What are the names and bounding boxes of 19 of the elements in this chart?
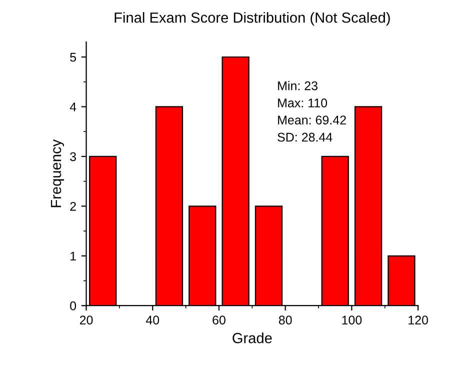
- x-tick-label: 100: [342, 316, 362, 325]
- x-tick-label: 40: [146, 316, 160, 325]
- x-axis-title: Grade: [232, 332, 272, 344]
- x-tick-label: 60: [212, 316, 226, 325]
- chart-title: Final Exam Score Distribution (Not Scaled): [114, 12, 390, 26]
- y-tick-label: 2: [70, 202, 76, 211]
- annotation: Mean: 69.42: [278, 116, 346, 124]
- y-tick-label: 1: [70, 252, 76, 260]
- annotation: SD: 28.44: [278, 132, 332, 142]
- x-tick-label: 80: [278, 316, 292, 325]
- y-tick-label: 5: [70, 52, 76, 62]
- y-tick-label: 4: [70, 102, 76, 112]
- y-axis-title: Frequency: [50, 139, 64, 208]
- annotation: Min: 23: [278, 81, 318, 90]
- y-tick-label: 0: [70, 301, 76, 310]
- x-tick-label: 120: [408, 316, 428, 325]
- x-tick-label: 20: [80, 316, 93, 325]
- y-tick-label: 3: [70, 152, 76, 162]
- annotation: Max: 110: [278, 98, 328, 108]
